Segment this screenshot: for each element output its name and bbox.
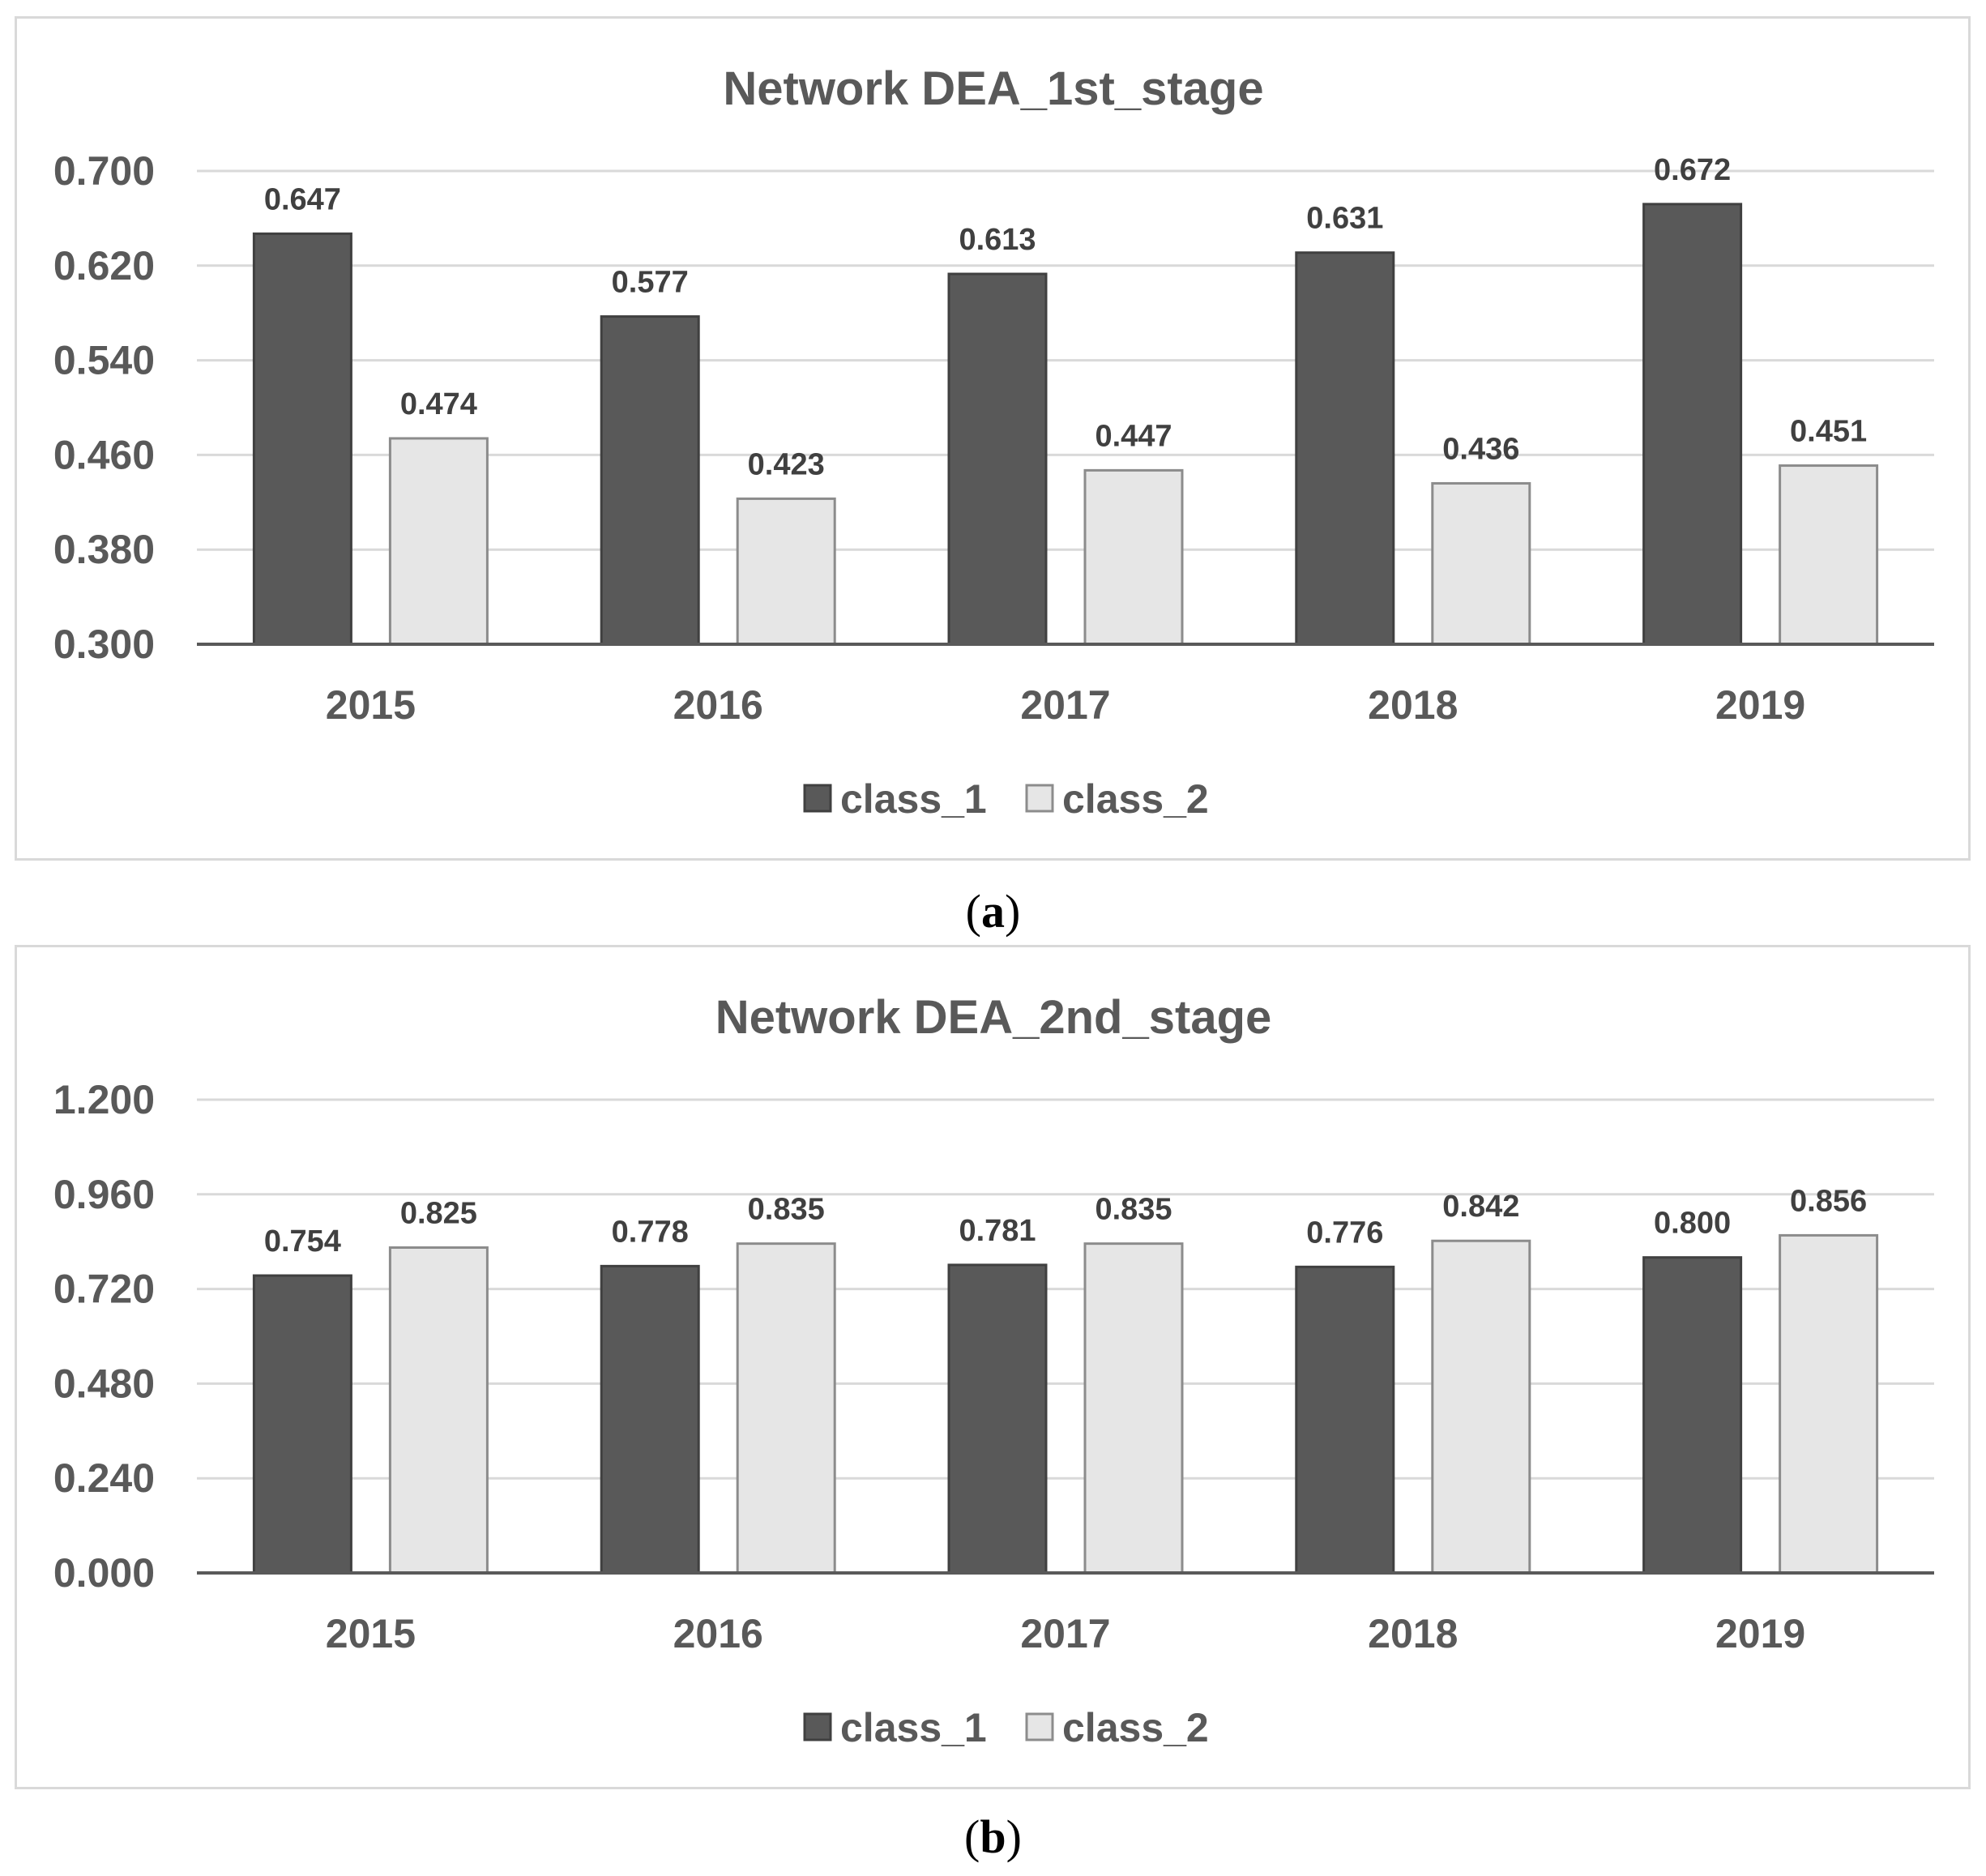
chart-title: Network DEA_1st_stage [723,62,1263,115]
legend-label-class_2: class_2 [1062,776,1209,822]
y-tick-label: 1.200 [53,1077,155,1122]
bar-class_2-2018 [1431,481,1531,646]
bar-class_2-2017 [1083,468,1184,646]
data-label-class_2-2016: 0.835 [748,1193,825,1227]
bar-class_2-2015 [388,1246,489,1575]
chart-panel-first-stage: Network DEA_1st_stage 0.300 0.380 0.460 0.54… [15,16,1971,861]
y-tick-label: 0.720 [53,1267,155,1312]
data-label-class_2-2015: 0.474 [400,387,477,421]
bar-class_1-2019 [1642,1256,1743,1575]
x-tick-label: 2017 [1020,1611,1110,1656]
data-label-class_1-2017: 0.781 [959,1214,1036,1248]
bar-class_2-2017 [1083,1242,1184,1575]
x-tick-label: 2015 [326,1611,416,1656]
y-tick-label: 0.480 [53,1361,155,1406]
bar-class_1-2015 [252,232,352,646]
x-tick-label: 2016 [673,1611,763,1656]
data-label-class_1-2019: 0.800 [1654,1207,1731,1241]
chart-panel-second-stage: Network DEA_2nd_stage 0.000 0.240 0.480 0.72… [15,945,1971,1789]
bar-class_1-2017 [947,272,1048,646]
legend-swatch-class_2 [1025,1712,1054,1741]
bar-class_1-2016 [600,315,700,646]
data-label-class_2-2017: 0.447 [1095,419,1172,453]
data-label-class_2-2019: 0.856 [1790,1184,1867,1218]
y-tick-label: 0.240 [53,1455,155,1501]
data-label-class_1-2019: 0.672 [1654,153,1731,187]
bar-class_1-2018 [1295,1265,1395,1575]
bar-class_2-2015 [388,437,489,646]
data-label-class_1-2018: 0.631 [1306,202,1383,236]
data-label-class_2-2019: 0.451 [1790,415,1867,449]
data-label-class_2-2015: 0.825 [400,1197,477,1231]
bar-class_1-2016 [600,1264,700,1575]
y-tick-label: 0.300 [53,622,155,667]
x-tick-label: 2015 [326,682,416,728]
bar-class_1-2018 [1295,251,1395,646]
y-tick-label: 0.380 [53,527,155,572]
x-tick-label: 2017 [1020,682,1110,728]
caption-a-letter: a [981,885,1005,938]
data-label-class_1-2015: 0.754 [264,1224,341,1259]
bar-class_2-2019 [1779,464,1879,646]
y-tick-label: 0.000 [53,1550,155,1596]
data-label-class_1-2016: 0.778 [612,1215,689,1249]
caption-b-letter: b [980,1810,1006,1863]
legend-swatch-class_1 [803,784,832,813]
data-label-class_1-2017: 0.613 [959,223,1036,257]
data-label-class_2-2018: 0.842 [1442,1190,1519,1224]
chart-second-stage: Network DEA_2nd_stage 0.000 0.240 0.480 0.72… [53,991,1934,1750]
bar-class_1-2017 [947,1263,1048,1575]
x-tick-label: 2019 [1715,682,1805,728]
data-label-class_1-2018: 0.776 [1306,1216,1383,1250]
data-label-class_2-2018: 0.436 [1442,432,1519,466]
y-tick-label: 0.960 [53,1172,155,1217]
bar-class_2-2016 [736,497,836,646]
data-label-class_1-2015: 0.647 [264,182,341,216]
x-tick-label: 2019 [1715,1611,1805,1656]
data-label-class_2-2016: 0.423 [748,447,825,481]
y-tick-label: 0.620 [53,243,155,288]
legend-label-class_1: class_1 [840,1705,987,1750]
legend-label-class_2: class_2 [1062,1705,1209,1750]
legend-swatch-class_2 [1025,784,1054,813]
x-tick-label: 2018 [1368,1611,1458,1656]
data-label-class_2-2017: 0.835 [1095,1193,1172,1227]
legend-label-class_1: class_1 [840,776,987,822]
bar-class_1-2015 [252,1274,352,1575]
bar-class_2-2019 [1779,1233,1879,1575]
legend-swatch-class_1 [803,1712,832,1741]
chart-title: Network DEA_2nd_stage [715,991,1272,1044]
y-tick-label: 0.700 [53,148,155,194]
x-tick-label: 2016 [673,682,763,728]
caption-a: (a) [965,885,1021,938]
caption-b: (b) [964,1810,1022,1863]
bar-class_1-2019 [1642,203,1743,646]
data-label-class_1-2016: 0.577 [612,266,689,300]
bar-class_2-2016 [736,1242,836,1575]
y-tick-label: 0.460 [53,432,155,477]
y-tick-label: 0.540 [53,338,155,383]
bar-class_2-2018 [1431,1239,1531,1575]
chart-first-stage: Network DEA_1st_stage 0.300 0.380 0.460 0.54… [53,62,1934,822]
x-tick-label: 2018 [1368,682,1458,728]
